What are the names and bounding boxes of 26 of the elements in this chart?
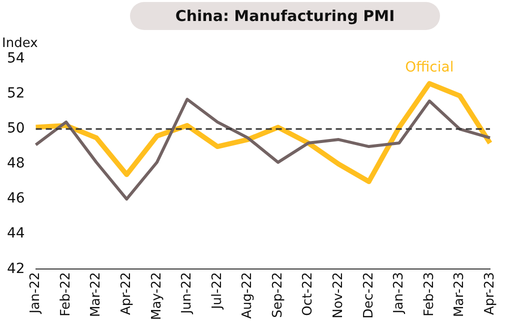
y-tick-label: 48	[6, 156, 25, 172]
x-tick-label: Jan-23	[392, 272, 407, 314]
x-tick-label: Mar-23	[452, 272, 468, 318]
x-tick-label: Jul-22	[210, 272, 225, 310]
y-tick-label: 44	[6, 226, 25, 242]
y-tick-label: 46	[6, 190, 25, 207]
chart-title: China: Manufacturing PMI	[130, 2, 440, 30]
y-tick-label: 52	[6, 86, 25, 102]
x-tick-label: Oct-22	[300, 272, 316, 316]
x-tick-label: Aug-22	[240, 272, 256, 319]
x-tick-label: Dec-22	[361, 272, 376, 319]
x-tick-label: Jan-22	[28, 272, 44, 314]
x-tick-label: Jun-22	[180, 272, 195, 315]
y-tick-label: 50	[6, 120, 25, 137]
x-tick-label: Mar-22	[88, 272, 104, 318]
y-tick-label: 54	[6, 50, 25, 67]
x-tick-label: Sep-22	[270, 272, 286, 318]
y-axis-title: Index	[2, 36, 38, 51]
x-tick-label: Nov-22	[330, 272, 346, 318]
x-tick-label: Feb-23	[422, 272, 437, 316]
x-tick-label: Apr-23	[482, 272, 498, 316]
y-tick-label: 42	[6, 260, 25, 277]
x-tick-label: Apr-22	[119, 272, 134, 316]
x-tick-label: Feb-22	[58, 272, 74, 316]
x-tick-label: May-22	[149, 272, 164, 320]
series-label: Official	[405, 60, 454, 76]
